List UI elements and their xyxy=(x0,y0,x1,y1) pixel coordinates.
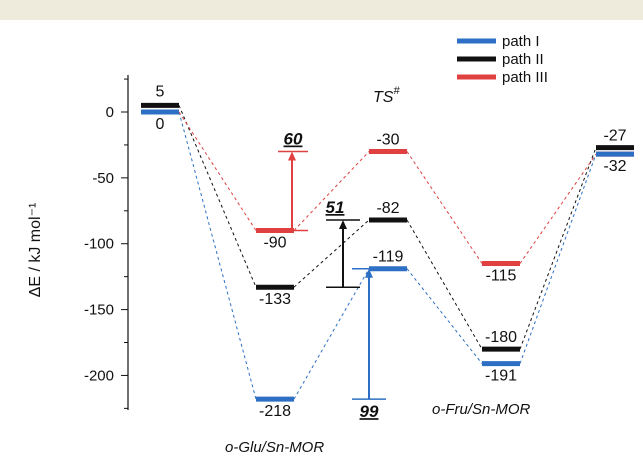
value-label: 0 xyxy=(156,116,165,133)
value-label: -90 xyxy=(263,235,286,252)
legend-label: path II xyxy=(502,51,544,68)
y-tick-label: -100 xyxy=(84,236,114,253)
y-tick-label: -150 xyxy=(84,302,114,319)
y-axis: 0 -50 -100 -150 -200 xyxy=(84,75,129,410)
value-label: -27 xyxy=(603,128,626,145)
connector-path-i xyxy=(293,268,370,400)
ts-label: TS# xyxy=(373,85,400,106)
value-label: 5 xyxy=(156,83,165,100)
connector-path-iii xyxy=(519,153,597,264)
y-tick-label: -50 xyxy=(92,170,114,187)
connector-lines xyxy=(178,105,597,400)
value-label: -218 xyxy=(259,403,291,420)
connector-path-ii xyxy=(178,105,257,288)
value-label: -32 xyxy=(603,158,626,175)
top-banner xyxy=(0,0,643,20)
barrier-arrows: 60 51 99 xyxy=(278,130,386,421)
barrier-label: 99 xyxy=(360,402,379,421)
y-tick-label: -200 xyxy=(84,367,114,384)
connector-path-ii xyxy=(293,219,370,288)
value-labels: 0 -218 -119 -191 -32 5 -133 -82 -180 -27 -90 -30 -11… xyxy=(156,83,627,420)
connector-path-iii xyxy=(293,151,370,231)
connector-path-ii xyxy=(406,219,483,350)
value-label: -82 xyxy=(376,200,399,217)
connector-path-iii xyxy=(178,111,257,231)
y-tick-label: 0 xyxy=(106,104,114,121)
value-label: -119 xyxy=(373,249,404,266)
legend-label: path I xyxy=(502,33,540,50)
y-axis-label: ΔE / kJ mol⁻¹ xyxy=(27,203,44,298)
barrier-arrow-head xyxy=(288,151,296,161)
connector-path-iii xyxy=(406,151,483,264)
value-label: -115 xyxy=(486,267,517,284)
value-label: -180 xyxy=(485,329,517,346)
barrier-label: 60 xyxy=(284,130,303,149)
value-label: -133 xyxy=(259,291,291,308)
connector-path-i xyxy=(178,111,257,400)
connector-path-i xyxy=(519,153,597,364)
legend-label: path III xyxy=(502,69,548,86)
connector-path-ii xyxy=(519,147,597,350)
connector-path-i xyxy=(406,268,483,364)
o-glu-label: o-Glu/Sn-MOR xyxy=(225,439,324,456)
barrier-arrow-head xyxy=(365,268,373,278)
value-label: -191 xyxy=(485,368,517,385)
o-fru-label: o-Fru/Sn-MOR xyxy=(432,401,531,418)
barrier-arrow-head xyxy=(339,220,347,230)
value-label: -30 xyxy=(376,132,399,149)
barrier-label: 51 xyxy=(326,198,345,217)
